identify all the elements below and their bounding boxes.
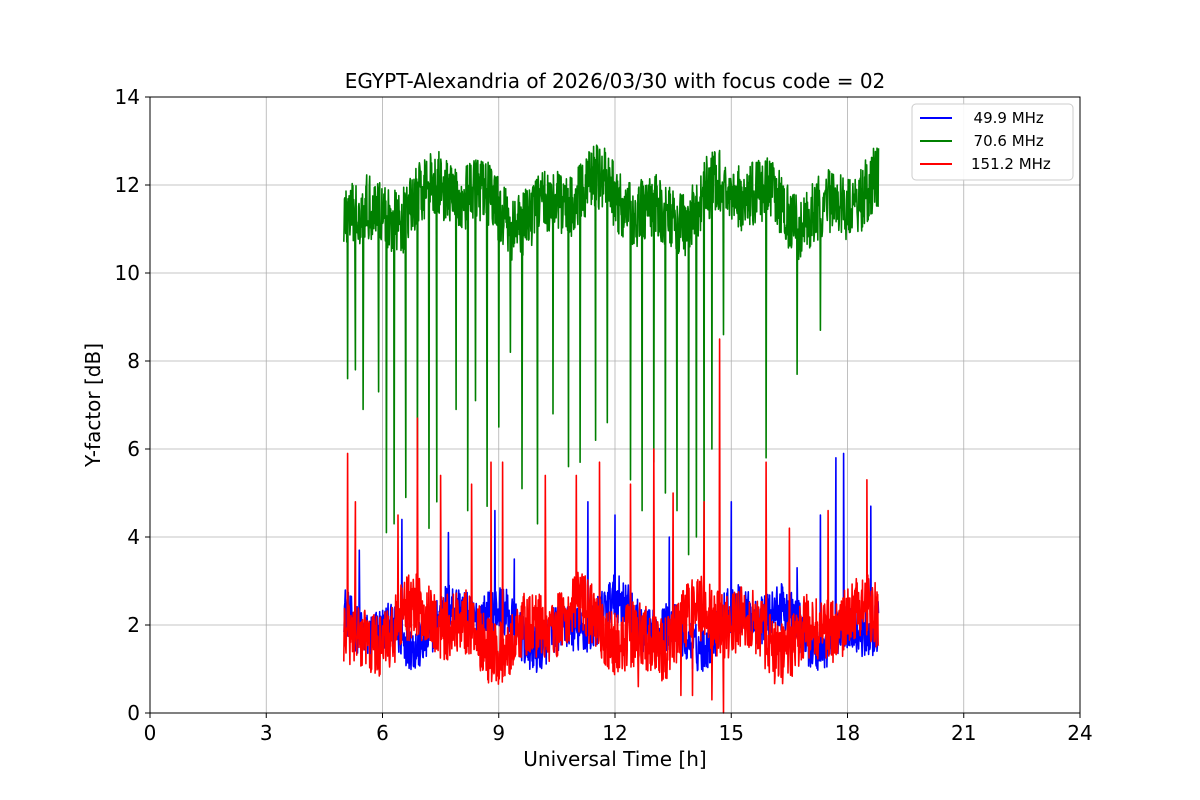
series-line-1 [343, 144, 880, 556]
chart-title: EGYPT-Alexandria of 2026/03/30 with focu… [345, 69, 886, 93]
legend-label-70-6: 70.6 MHz [964, 132, 1044, 150]
x-tick-label: 3 [260, 721, 273, 745]
x-tick-label: 21 [951, 721, 976, 745]
legend-label-49-9: 49.9 MHz [964, 109, 1044, 127]
y-tick-label: 14 [115, 85, 140, 109]
x-tick-label: 24 [1067, 721, 1092, 745]
legend-label-151-2: 151.2 MHz [971, 155, 1051, 173]
y-tick-label: 2 [127, 613, 140, 637]
y-tick-label: 0 [127, 701, 140, 725]
y-tick-label: 10 [115, 261, 140, 285]
x-tick-label: 0 [144, 721, 157, 745]
y-tick-label: 4 [127, 525, 140, 549]
x-axis-label: Universal Time [h] [523, 747, 706, 771]
x-tick-label: 9 [492, 721, 505, 745]
x-tick-label: 18 [835, 721, 860, 745]
x-tick-label: 12 [602, 721, 627, 745]
plot-area [343, 144, 880, 714]
y-tick-label: 12 [115, 173, 140, 197]
y-axis-label: Y-factor [dB] [81, 343, 105, 468]
x-tick-label: 15 [719, 721, 744, 745]
y-tick-label: 6 [127, 437, 140, 461]
series-line-2 [343, 338, 880, 714]
legend-box [911, 103, 1074, 181]
y-tick-label: 8 [127, 349, 140, 373]
x-tick-label: 6 [376, 721, 389, 745]
legend: 49.9 MHz 70.6 MHz 151.2 MHz [911, 103, 1074, 181]
